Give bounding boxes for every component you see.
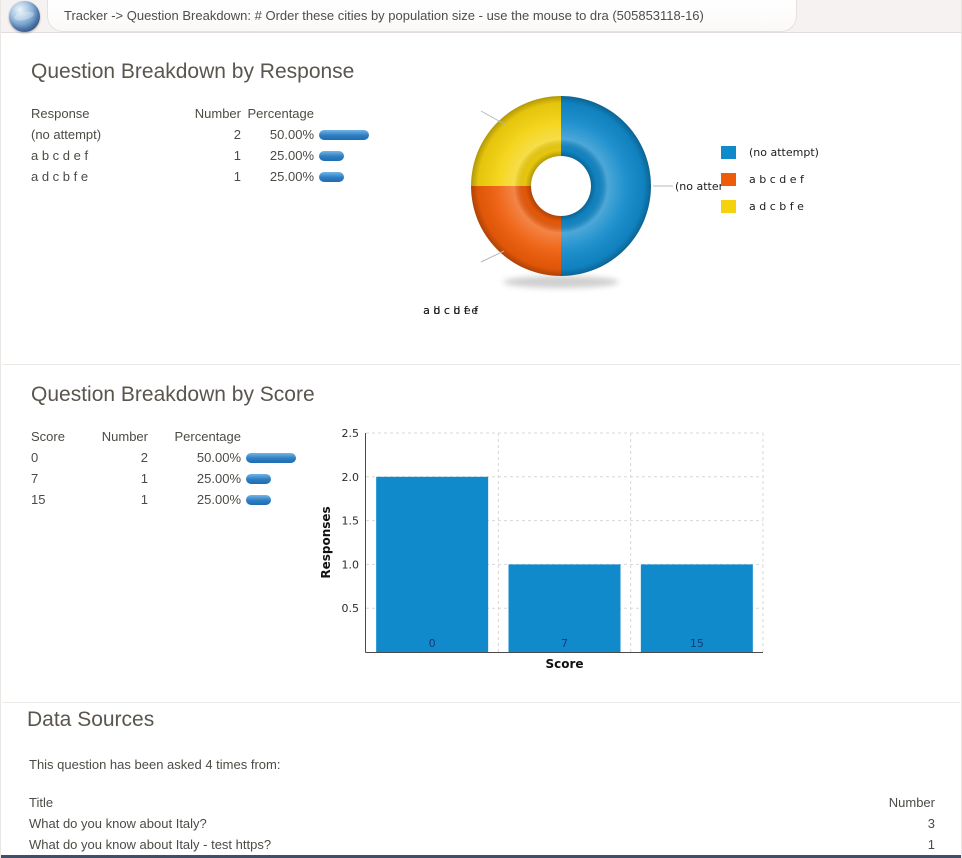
column-header-percentage: Percentage (174, 429, 242, 444)
percentage-bar (319, 171, 344, 182)
y-tick-label: 2.0 (342, 471, 360, 484)
donut-shading (470, 96, 651, 276)
data-sources-intro: This question has been asked 4 times fro… (29, 757, 281, 772)
legend-item: a b c d e f (721, 173, 819, 186)
row-label: 15 (31, 492, 46, 507)
column-header-title: Title (29, 795, 54, 810)
y-axis-title: Responses (319, 506, 333, 578)
donut-legend: (no attempt) a b c d e f a d c b f e (721, 146, 819, 227)
legend-item: (no attempt) (721, 146, 819, 159)
section-divider (2, 702, 960, 703)
row-number: 1 (140, 492, 148, 507)
response-table: Response Number Percentage (no attempt) 2… (31, 103, 369, 187)
column-header-number: Number (101, 429, 148, 444)
legend-swatch (721, 173, 736, 186)
row-number: 2 (140, 450, 148, 465)
y-tick-label: 0.5 (342, 602, 360, 615)
source-number: 1 (927, 837, 935, 852)
percentage-bar (319, 129, 369, 140)
y-tick-label: 2.5 (342, 427, 360, 440)
source-title: What do you know about Italy? (29, 816, 207, 831)
legend-label: a b c d e f (749, 173, 804, 186)
bar-chart-svg: 0 7 15 0.5 1.0 1.5 2.0 2.5 Responses Score (319, 427, 764, 671)
row-percentage: 50.00% (269, 127, 314, 142)
section-title-data-sources: Data Sources (27, 708, 155, 731)
score-table-body: 0 2 50.00% 7 1 25.00% 15 1 25.00% (31, 447, 296, 510)
donut-callout-abcdef: a b c d e f (423, 304, 478, 317)
table-row: 0 2 50.00% (31, 447, 296, 468)
percentage-bar (246, 494, 271, 505)
legend-label: (no attempt) (749, 146, 819, 159)
row-number: 1 (140, 471, 148, 486)
data-sources-header: Title Number (29, 792, 935, 813)
data-sources-table: Title Number What do you know about Ital… (29, 792, 935, 855)
legend-swatch (721, 146, 736, 159)
data-sources-body: What do you know about Italy? 3 What do yo… (29, 813, 935, 855)
table-row: a d c b f e 1 25.00% (31, 166, 369, 187)
source-number: 3 (927, 816, 935, 831)
score-table: Score Number Percentage 0 2 50.00% 7 1 25.00%… (31, 426, 296, 510)
donut-callout-adcbfe: a d c b f e (423, 304, 478, 317)
table-row: (no attempt) 2 50.00% (31, 124, 369, 145)
donut-shadow (503, 276, 619, 288)
response-table-body: (no attempt) 2 50.00% a b c d e f 1 25.00% a d… (31, 124, 369, 187)
table-row: 15 1 25.00% (31, 489, 296, 510)
row-label: a b c d e f (31, 148, 89, 163)
percentage-bar (246, 473, 271, 484)
bar-category-label: 15 (690, 637, 704, 650)
source-title: What do you know about Italy - test http… (29, 837, 272, 852)
breadcrumb-tab: Tracker -> Question Breakdown: # Order t… (47, 0, 797, 32)
row-label: (no attempt) (31, 127, 102, 142)
row-number: 1 (233, 148, 241, 163)
legend-item: a d c b f e (721, 200, 819, 213)
row-label: 7 (31, 471, 39, 486)
score-bar-chart: 0 7 15 0.5 1.0 1.5 2.0 2.5 Responses Score (316, 418, 781, 674)
row-percentage: 50.00% (196, 450, 241, 465)
row-number: 1 (233, 169, 241, 184)
bar-category-label: 7 (561, 637, 568, 650)
x-axis-title: Score (545, 657, 583, 671)
row-percentage: 25.00% (269, 169, 314, 184)
column-header-number: Number (194, 106, 241, 121)
bottom-strip (1, 855, 961, 858)
column-header-number: Number (888, 795, 935, 810)
row-percentage: 25.00% (196, 471, 241, 486)
response-donut-chart: a d c b f e a b c d e f (no attempt) (421, 84, 841, 317)
score-table-header: Score Number Percentage (31, 426, 296, 447)
donut-svg (470, 96, 673, 288)
donut-callout-no-attempt: (no attempt) (675, 180, 722, 193)
legend-label: a d c b f e (749, 200, 804, 213)
column-header-score: Score (31, 429, 65, 444)
bar-score-0 (376, 476, 489, 652)
legend-swatch (721, 200, 736, 213)
row-label: 0 (31, 450, 39, 465)
data-source-row: What do you know about Italy? 3 (29, 813, 935, 834)
y-tick-label: 1.5 (342, 515, 360, 528)
callout-leader-line (480, 110, 507, 126)
header-bar: Tracker -> Question Breakdown: # Order t… (1, 0, 961, 33)
response-table-header: Response Number Percentage (31, 103, 369, 124)
column-header-response: Response (31, 106, 90, 121)
bar-score-15 (640, 564, 753, 652)
table-row: a b c d e f 1 25.00% (31, 145, 369, 166)
breadcrumb: Tracker -> Question Breakdown: # Order t… (64, 8, 704, 23)
data-source-row: What do you know about Italy - test http… (29, 834, 935, 855)
percentage-bar (246, 452, 296, 463)
row-label: a d c b f e (31, 169, 89, 184)
y-tick-label: 1.0 (342, 558, 360, 571)
bar-category-label: 0 (429, 637, 436, 650)
percentage-bar (319, 150, 344, 161)
bar-score-7 (508, 564, 621, 652)
callout-leader-line (480, 250, 505, 263)
row-percentage: 25.00% (269, 148, 314, 163)
section-title-score: Question Breakdown by Score (31, 383, 315, 406)
section-divider (2, 364, 960, 365)
column-header-percentage: Percentage (247, 106, 315, 121)
row-number: 2 (233, 127, 241, 142)
section-title-response: Question Breakdown by Response (31, 60, 355, 83)
table-row: 7 1 25.00% (31, 468, 296, 489)
row-percentage: 25.00% (196, 492, 241, 507)
globe-logo[interactable] (9, 1, 40, 32)
